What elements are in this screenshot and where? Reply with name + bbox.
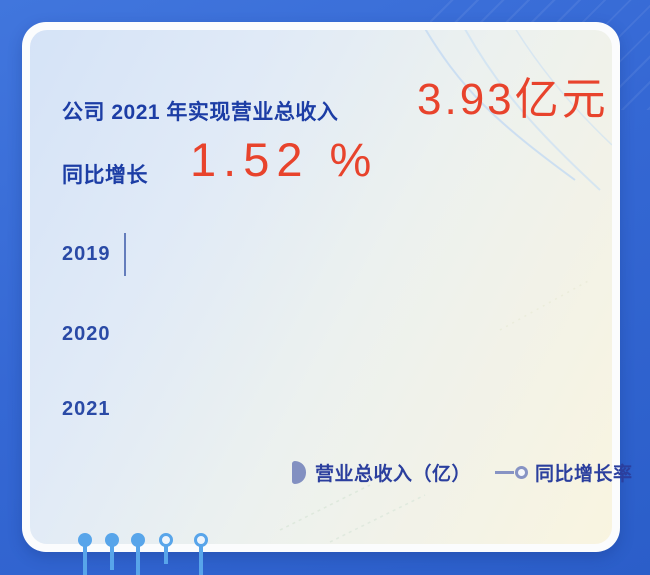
- axis-label-2021: 2021: [62, 398, 111, 420]
- legend-item-growth[interactable]: 同比增长率: [471, 459, 633, 486]
- axis-tick-line: [124, 233, 126, 276]
- legend-label-growth: 同比增长率: [535, 464, 633, 485]
- line-series-swatch-icon: [495, 466, 529, 479]
- headline-growth-value: 1.52 %: [190, 133, 379, 186]
- background-circuit-lines: [279, 30, 612, 543]
- chart-legend: 营业总收入（亿） 同比增长率: [292, 459, 633, 486]
- headline-revenue-value: 3.93亿元: [417, 75, 609, 124]
- headline-growth-label: 同比增长: [62, 164, 148, 187]
- card-background: [30, 30, 612, 544]
- headline-revenue-label: 公司 2021 年实现营业总收入: [62, 101, 339, 124]
- axis-label-2019: 2019: [62, 243, 111, 265]
- axis-label-2020: 2020: [62, 323, 111, 345]
- bar-series-swatch-icon: [292, 461, 306, 484]
- legend-item-revenue[interactable]: 营业总收入（亿）: [292, 459, 471, 486]
- content-card: [22, 22, 620, 552]
- legend-label-revenue: 营业总收入（亿）: [315, 464, 472, 485]
